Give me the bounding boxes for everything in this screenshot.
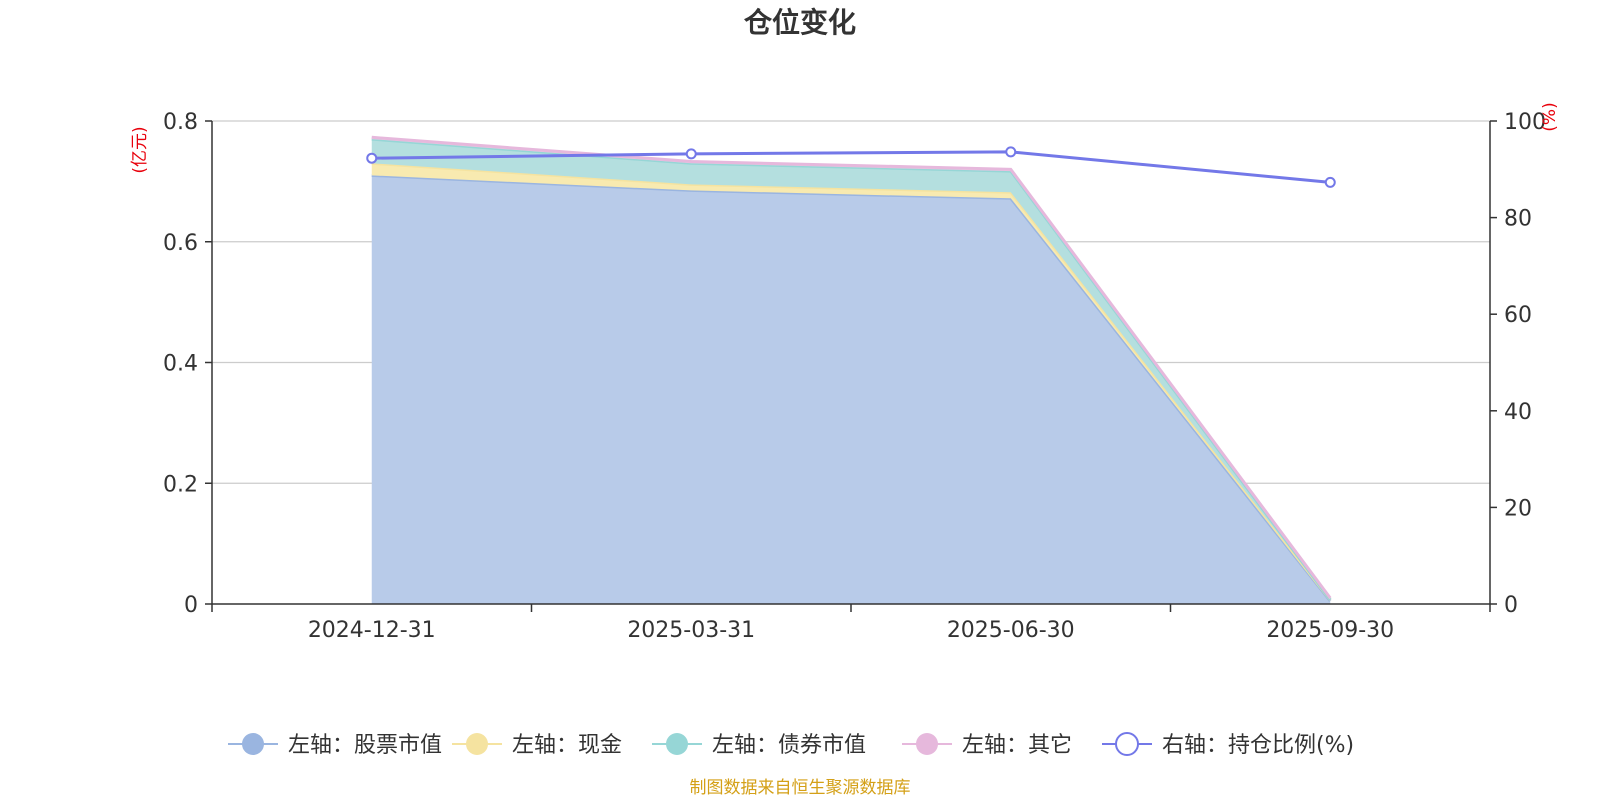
left-axis-unit: (亿元) bbox=[130, 126, 150, 173]
left-tick-label: 0 bbox=[184, 593, 198, 618]
x-tick-label: 2024-12-31 bbox=[308, 618, 436, 643]
legend-marker-circle bbox=[1115, 732, 1139, 756]
ratio-line-path bbox=[371, 150, 1331, 184]
chart-title: 仓位变化 bbox=[744, 6, 856, 39]
right-tick-label: 80 bbox=[1504, 207, 1532, 232]
left-tick-label: 0.6 bbox=[163, 231, 198, 256]
x-tick-label: 2025-06-30 bbox=[947, 618, 1075, 643]
x-tick-label: 2025-09-30 bbox=[1266, 618, 1394, 643]
legend-label: 左轴：其它 bbox=[962, 733, 1072, 758]
legend-label: 左轴：债券市值 bbox=[712, 733, 866, 758]
ratio-point bbox=[685, 148, 697, 160]
legend-marker-circle bbox=[666, 733, 688, 755]
legend-item: 左轴：债券市值 bbox=[652, 733, 866, 758]
legend-marker-circle bbox=[466, 733, 488, 755]
legend-marker-circle bbox=[242, 733, 264, 755]
area-1 bbox=[371, 175, 1331, 604]
x-tick-label: 2025-03-31 bbox=[627, 618, 755, 643]
left-tick-label: 0.8 bbox=[163, 110, 198, 135]
legend-label: 右轴：持仓比例(%) bbox=[1162, 733, 1354, 758]
legend-item: 右轴：持仓比例(%) bbox=[1102, 732, 1354, 758]
right-axis-unit: (%) bbox=[1540, 102, 1560, 131]
legend: 左轴：股票市值 左轴：现金 左轴：债券市值 左轴：其它 右轴：持仓比例(%) bbox=[228, 732, 1354, 758]
right-tick-label: 40 bbox=[1504, 400, 1532, 425]
legend-label: 左轴：股票市值 bbox=[288, 733, 442, 758]
legend-item: 左轴：现金 bbox=[452, 733, 622, 758]
left-tick-label: 0.4 bbox=[163, 352, 198, 377]
ratio-point bbox=[1005, 146, 1017, 158]
right-tick-label: 0 bbox=[1504, 593, 1518, 618]
data-source-footer: 制图数据来自恒生聚源数据库 bbox=[690, 778, 911, 798]
ratio-point bbox=[366, 152, 378, 164]
right-tick-label: 100 bbox=[1504, 110, 1546, 135]
area-edge-4 bbox=[371, 135, 1332, 599]
stacked-areas bbox=[371, 135, 1332, 604]
right-tick-label: 60 bbox=[1504, 303, 1532, 328]
legend-item: 左轴：股票市值 bbox=[228, 733, 442, 758]
ratio-line bbox=[366, 146, 1336, 188]
ratio-point bbox=[1324, 176, 1336, 188]
left-tick-label: 0.2 bbox=[163, 472, 198, 497]
axes: 0 0.2 0.4 0.6 0.8 0 20 40 60 80 100 2024-12-31 2025-… bbox=[163, 110, 1546, 643]
legend-item: 左轴：其它 bbox=[902, 733, 1072, 758]
legend-marker-circle bbox=[916, 733, 938, 755]
right-tick-label: 20 bbox=[1504, 496, 1532, 521]
legend-label: 左轴：现金 bbox=[512, 733, 622, 758]
